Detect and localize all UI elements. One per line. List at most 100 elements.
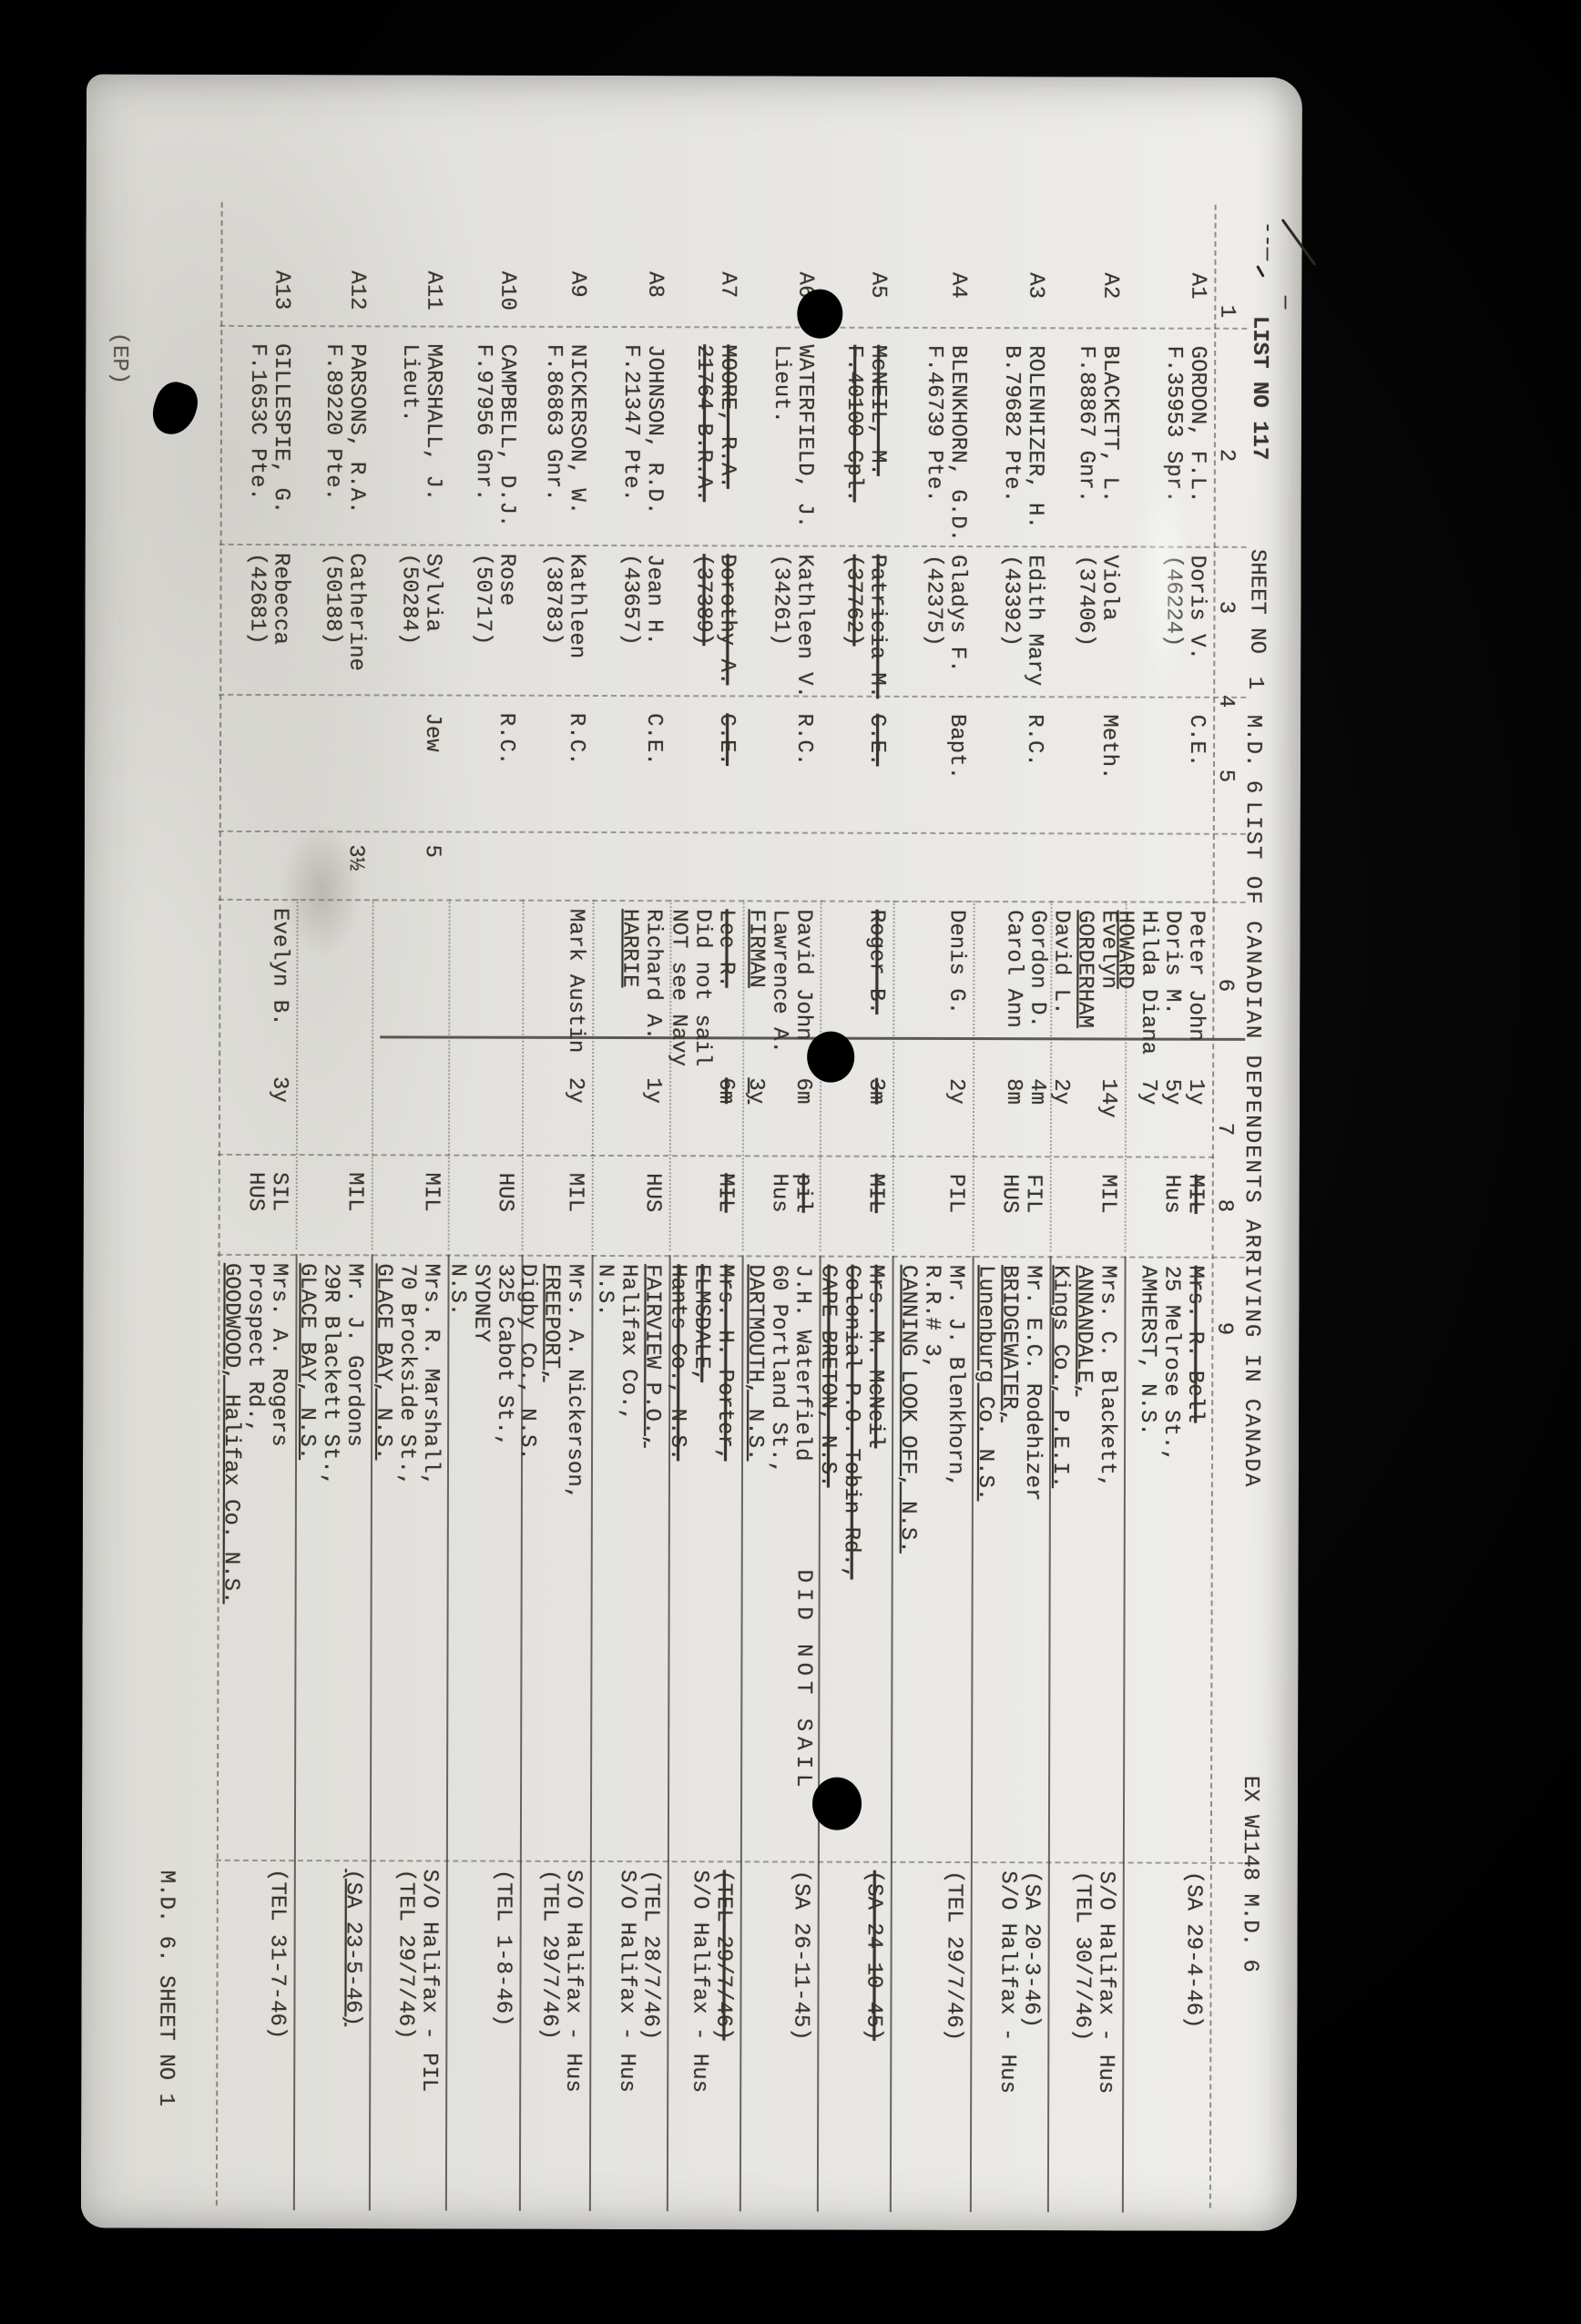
religion: C.E. (864, 713, 890, 767)
dependent-name: Kathleen (564, 553, 589, 659)
dependent-name: (50284) (396, 553, 422, 646)
child-age: 4m (1025, 1078, 1050, 1106)
dependent-name: Jean H. (641, 554, 667, 647)
child-age: 3m (863, 1077, 889, 1105)
sheet-no-value: 1 (1242, 676, 1268, 690)
pen-slash-mark (1280, 218, 1317, 266)
disposition: (TEL 31-7-46) (264, 1869, 290, 2040)
row-serial: A13 (269, 270, 294, 311)
child-name: Lee R. (713, 909, 739, 988)
rule-line (591, 899, 595, 1250)
dependent-name: Gladys F. (944, 554, 970, 673)
column-separator (219, 543, 1247, 548)
soldier-name: F.97956 Gnr. (470, 343, 496, 502)
smudge-mark (280, 821, 362, 959)
soldier-name: ROLENHIZER, H. (1022, 345, 1048, 529)
dependent-name: (42681) (244, 552, 270, 645)
relationship: HUS (242, 1171, 268, 1212)
table-row: A5 McNEIL, M. F.40100 Cpl. Patricia M. (3776… (815, 77, 1302, 2231)
column-number: 3 (1213, 600, 1239, 615)
disposition: (SA 20-3-46) (1018, 1870, 1044, 2029)
child-name: Did not sail (689, 909, 715, 1067)
rule-line (892, 900, 895, 1251)
header-dashes-2: — (1272, 295, 1298, 310)
row-serial: A10 (495, 270, 520, 311)
child-name: HARRIE (617, 909, 642, 988)
next-of-kin-address: 325 Cabot St., (492, 1263, 517, 1448)
table-row: A7 MOORE, R.A. 21764 B.R.A. Dorothy A. (3738… (665, 77, 1302, 2231)
next-of-kin-address: Mrs. A. Nickerson, (561, 1263, 587, 1501)
soldier-name: WATERFIELD, J. (791, 344, 818, 529)
soldier-name: BLACKETT, L. (1096, 345, 1123, 504)
soldier-name: MOORE, R.A. (714, 344, 740, 489)
table-row: A1 GORDON, F.L. F.35953 Spr. Doris V. (46224… (1112, 77, 1302, 2231)
torn-hole (147, 377, 203, 441)
military-district: M.D. 6 (1239, 714, 1266, 794)
footer-initials: (EP) (107, 331, 132, 385)
relationship: MIL (712, 1173, 738, 1213)
next-of-kin-address: Mrs. M. McNeil (862, 1264, 888, 1449)
child-age: 3y (267, 1076, 292, 1103)
soldier-name: McNEIL, M. (864, 344, 891, 476)
next-of-kin-address: AMHERST, N.S. (1135, 1265, 1160, 1436)
disposition: (TEL 29/7/46) (393, 1869, 418, 2040)
dependent-name: (50188) (320, 553, 345, 646)
child-name: GORDERHAM (1072, 910, 1097, 1029)
soldier-name: F.88867 Gnr. (1073, 345, 1099, 504)
disposition: (TEL 29/7/46) (710, 1870, 736, 2041)
disposition: (TEL 29/7/46) (536, 1869, 562, 2041)
disposition: (SA 29-4-46) (1180, 1870, 1206, 2029)
relationship: HUS (492, 1172, 517, 1212)
disposition: (TEL 30/7/46) (1069, 1870, 1095, 2042)
row-serial: A2 (1097, 272, 1123, 300)
child-age: 6m (790, 1077, 816, 1105)
next-of-kin-address: BRIDGEWATER, (996, 1265, 1022, 1423)
child-name: Carol Ann (1001, 910, 1026, 1028)
child-age: 8m (1001, 1078, 1026, 1106)
table-row: A8 JOHNSON, R.D. F.21347 Pte. Jean H. (43657… (592, 77, 1302, 2231)
column-number: 7 (1211, 1122, 1237, 1137)
relationship: PIL (943, 1173, 968, 1214)
child-name: Richard A. (640, 909, 666, 1041)
relationship: HUS (996, 1174, 1022, 1214)
dependent-name: (43392) (998, 555, 1024, 647)
child-age: 2y (944, 1077, 969, 1105)
relationship: MIL (562, 1172, 587, 1213)
soldier-name: F.89220 Pte. (320, 343, 346, 502)
soldier-name: JOHNSON, R.D. (641, 344, 668, 515)
table-row: A11 MARSHALL, J. Lieut. Sylvia (50284) Jew 5 MI… (371, 77, 1302, 2231)
next-of-kin-address: Mrs. A. Rogers (266, 1263, 291, 1447)
rule-line (521, 899, 525, 1250)
child-name: Gordon D. (1025, 910, 1050, 1028)
row-serial: A3 (1023, 272, 1048, 300)
next-of-kin-address: CANNING LOOK OFF, N.S. (894, 1264, 921, 1554)
religion: R.C. (1022, 714, 1047, 767)
disposition: (TEL 28/7/46) (638, 1870, 663, 2041)
child-name: FIRMAN (743, 909, 769, 988)
disposition: S/O Halifax - Hus (614, 1870, 639, 2093)
child-age: 7y (1136, 1078, 1161, 1106)
dependent-name: Rose (494, 553, 519, 606)
next-of-kin-address: Kings Co., P.E.I. (1046, 1265, 1073, 1489)
column-number: 8 (1211, 1198, 1237, 1213)
next-of-kin-address: GLACE BAY, N.S. (371, 1263, 396, 1461)
soldier-name: F.21347 Pte. (617, 344, 644, 502)
disposition: S/O Halifax - PIL (416, 1869, 442, 2093)
table-row: A9 NICKERSON, W. F.86863 Gnr. Kathleen (3878… (515, 77, 1302, 2231)
next-of-kin-address: Mrs. C. Blackett, (1094, 1265, 1120, 1489)
disposition: S/O Halifax - Hus (687, 1870, 712, 2094)
soldier-name: BLENKHORN, G.D. (944, 344, 971, 543)
child-age: 1y (1183, 1078, 1209, 1106)
relationship: MIL (418, 1172, 444, 1212)
row-serial: A4 (945, 271, 971, 299)
rule-line (972, 901, 975, 1252)
relationship: MIL (1182, 1174, 1208, 1214)
next-of-kin-address: FAIRVIEW P.O., (639, 1264, 665, 1448)
child-age: 6m (713, 1077, 739, 1105)
next-of-kin-address: Mrs. R. Marshall, (417, 1263, 444, 1487)
dependent-name: (37406) (1073, 555, 1098, 647)
relationship: HUS (639, 1173, 665, 1213)
dependent-name: (43657) (617, 554, 643, 646)
dependent-name: Kathleen V. (791, 554, 817, 699)
next-of-kin-address: DARTMOUTH, N.S. (742, 1264, 768, 1462)
